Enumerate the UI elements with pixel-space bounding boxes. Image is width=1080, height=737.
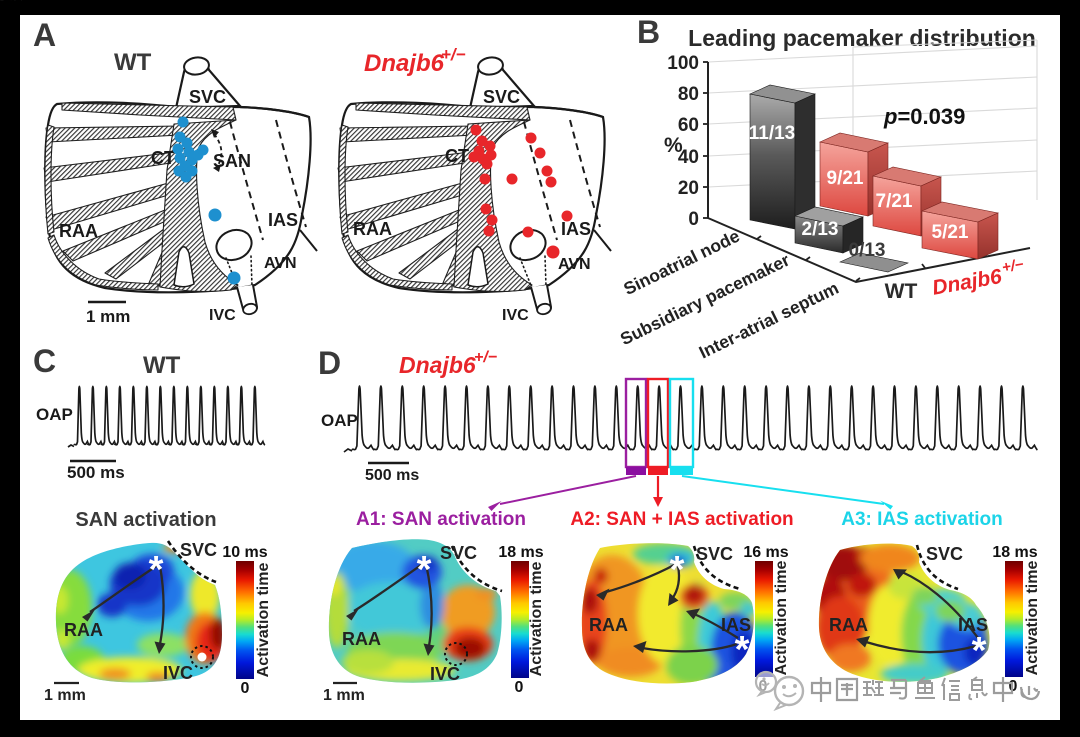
svg-text:*: * bbox=[417, 549, 432, 591]
svg-text:WT: WT bbox=[885, 280, 918, 303]
svg-text:A2: SAN + IAS activation: A2: SAN + IAS activation bbox=[570, 509, 793, 530]
svg-text:SVC: SVC bbox=[180, 540, 217, 560]
svg-text:RAA: RAA bbox=[589, 615, 628, 635]
svg-text:20: 20 bbox=[678, 178, 699, 199]
svg-text:100: 100 bbox=[667, 53, 699, 74]
svg-text:OAP: OAP bbox=[36, 405, 73, 424]
svg-text:SAN: SAN bbox=[213, 151, 251, 171]
svg-text:CT: CT bbox=[151, 148, 175, 168]
svg-text:0: 0 bbox=[688, 209, 699, 230]
svg-text:0: 0 bbox=[515, 679, 524, 696]
svg-text:0/13: 0/13 bbox=[849, 240, 886, 261]
svg-text:40: 40 bbox=[678, 147, 699, 168]
svg-text:SVC: SVC bbox=[189, 87, 226, 107]
svg-text:7/21: 7/21 bbox=[876, 191, 913, 212]
svg-text:D: D bbox=[318, 345, 341, 381]
svg-text:SVC: SVC bbox=[926, 544, 963, 564]
svg-text:WT: WT bbox=[143, 352, 181, 379]
svg-text:80: 80 bbox=[678, 84, 699, 105]
svg-text:60: 60 bbox=[678, 115, 699, 136]
svg-text:Dnajb6: Dnajb6 bbox=[364, 50, 445, 77]
svg-text:IVC: IVC bbox=[502, 307, 529, 324]
svg-text:IVC: IVC bbox=[209, 307, 236, 324]
svg-text:IAS: IAS bbox=[958, 615, 988, 635]
svg-text:2/13: 2/13 bbox=[802, 219, 839, 240]
svg-text:B: B bbox=[637, 14, 660, 50]
svg-text:IAS: IAS bbox=[268, 210, 298, 230]
svg-text:IAS: IAS bbox=[721, 615, 751, 635]
svg-text:Activation time: Activation time bbox=[255, 563, 272, 678]
svg-text:500 ms: 500 ms bbox=[67, 463, 125, 482]
svg-text:RAA: RAA bbox=[829, 615, 868, 635]
svg-text:IVC: IVC bbox=[163, 663, 193, 683]
svg-text:A3: IAS activation: A3: IAS activation bbox=[841, 509, 1003, 530]
svg-text:AVN: AVN bbox=[264, 255, 297, 272]
svg-text:RAA: RAA bbox=[59, 221, 98, 241]
svg-text:A: A bbox=[33, 17, 56, 53]
svg-text:%: % bbox=[664, 134, 683, 157]
svg-text:C: C bbox=[33, 343, 56, 379]
svg-text:+/−: +/− bbox=[1001, 256, 1026, 277]
svg-text:1 mm: 1 mm bbox=[44, 687, 86, 704]
svg-text:A1: SAN activation: A1: SAN activation bbox=[356, 509, 526, 530]
svg-text:+/−: +/− bbox=[441, 45, 466, 64]
svg-text:10 ms: 10 ms bbox=[222, 544, 267, 561]
svg-text:Dnajb6: Dnajb6 bbox=[399, 352, 476, 378]
svg-text:SVC: SVC bbox=[440, 543, 477, 563]
svg-text:Activation time: Activation time bbox=[1024, 561, 1041, 676]
svg-text:18 ms: 18 ms bbox=[498, 544, 543, 561]
svg-text:RAA: RAA bbox=[342, 629, 381, 649]
svg-text:IVC: IVC bbox=[430, 664, 460, 684]
svg-text:SVC: SVC bbox=[696, 544, 733, 564]
svg-text:+/−: +/− bbox=[474, 349, 497, 366]
svg-text:RAA: RAA bbox=[353, 219, 392, 239]
svg-text:RAA: RAA bbox=[64, 620, 103, 640]
svg-text:11/13: 11/13 bbox=[749, 123, 796, 144]
svg-text:IAS: IAS bbox=[561, 219, 591, 239]
svg-text:1 mm: 1 mm bbox=[86, 307, 130, 326]
svg-text:*: * bbox=[670, 549, 685, 591]
svg-text:1 mm: 1 mm bbox=[323, 687, 365, 704]
svg-text:5/21: 5/21 bbox=[932, 222, 969, 243]
svg-text:18 ms: 18 ms bbox=[992, 544, 1037, 561]
svg-text:*: * bbox=[735, 629, 750, 671]
svg-text:500 ms: 500 ms bbox=[365, 467, 419, 484]
svg-text:OAP: OAP bbox=[321, 411, 358, 430]
svg-text:CT: CT bbox=[445, 146, 469, 166]
svg-text:*: * bbox=[149, 549, 164, 591]
svg-text:Activation time: Activation time bbox=[773, 561, 790, 676]
svg-text:16 ms: 16 ms bbox=[743, 544, 788, 561]
svg-text:p=0.039: p=0.039 bbox=[883, 104, 965, 129]
svg-text:SVC: SVC bbox=[483, 87, 520, 107]
svg-text:0: 0 bbox=[241, 680, 250, 697]
svg-text:Activation time: Activation time bbox=[528, 562, 545, 677]
svg-text:SAN activation: SAN activation bbox=[75, 509, 216, 531]
svg-text:*: * bbox=[972, 630, 987, 672]
svg-text:WT: WT bbox=[114, 49, 152, 76]
svg-text:AVN: AVN bbox=[558, 256, 591, 273]
svg-text:9/21: 9/21 bbox=[827, 168, 864, 189]
